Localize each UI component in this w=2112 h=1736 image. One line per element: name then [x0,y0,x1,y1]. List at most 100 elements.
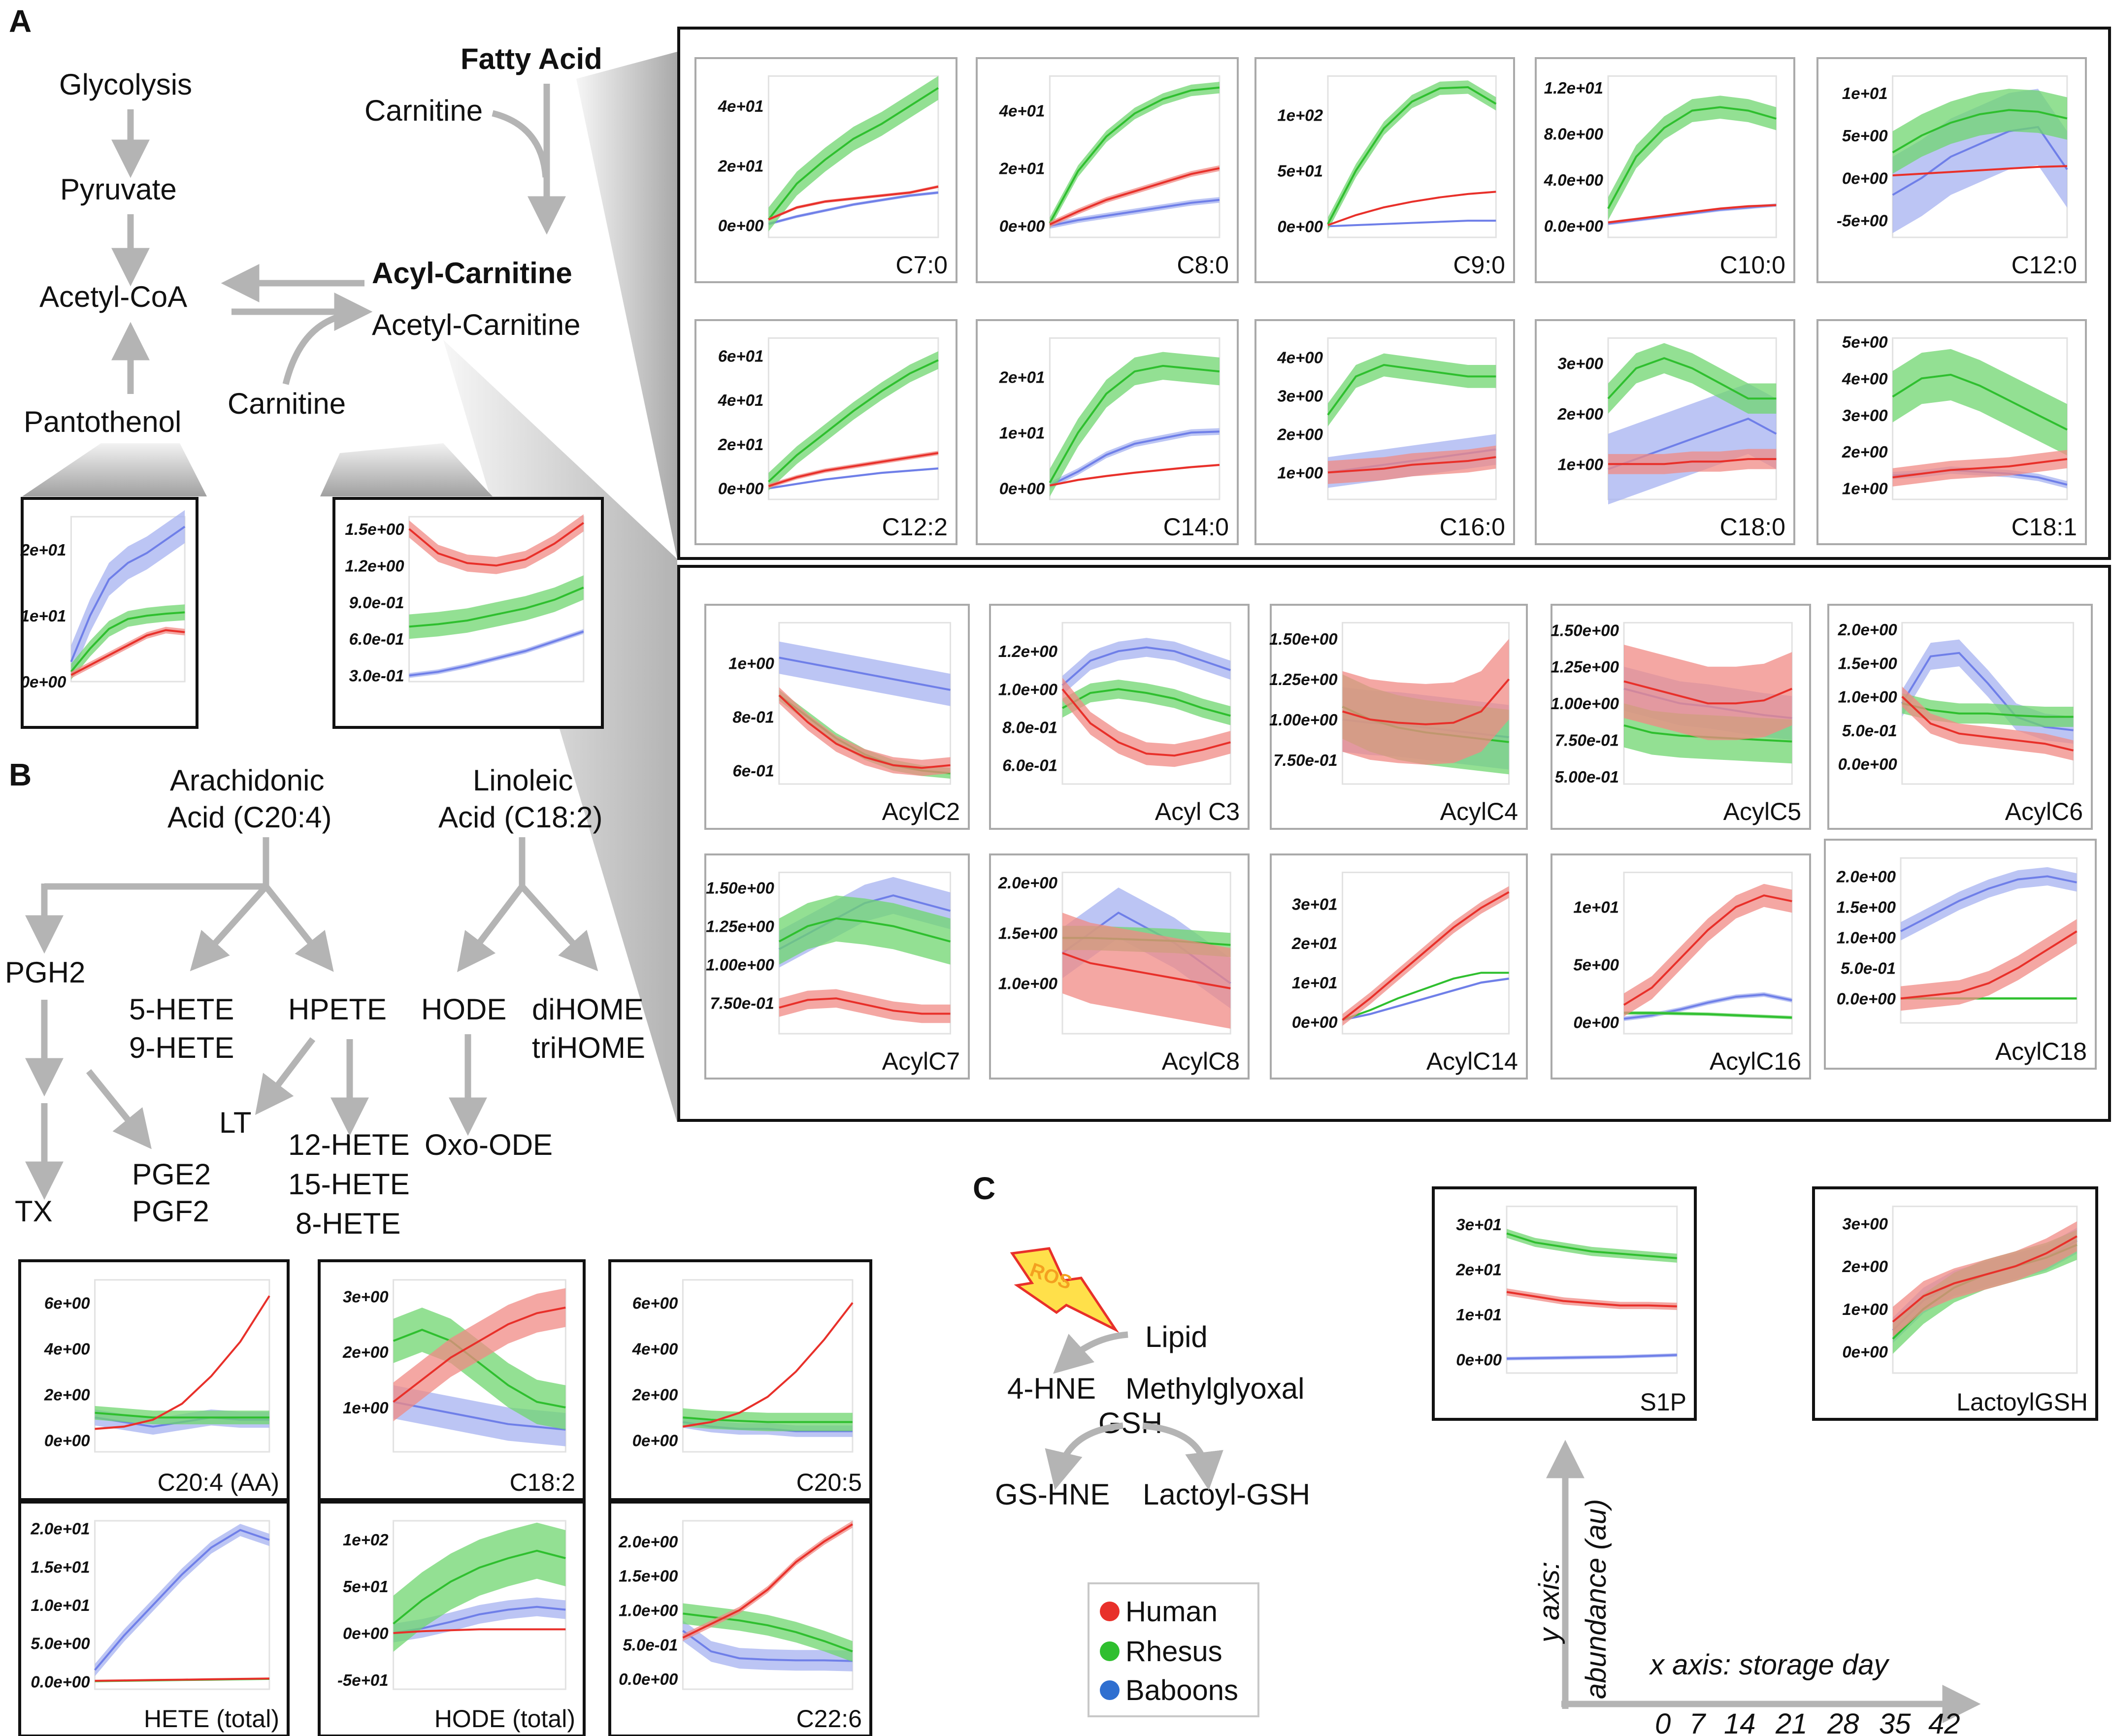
line-acylc16-baboons [1623,993,1792,1020]
tick-label-c18-2-2: 1e+00 [343,1399,389,1417]
tick-label-c18-0-1: 2e+00 [1557,405,1603,423]
node-lactoyl-gsh: Lactoyl-GSH [1143,1478,1310,1511]
line-hete-total-human [95,1677,269,1682]
chart-label-acylc7: AcylC7 [882,1048,960,1075]
chart-label-hete-total: HETE (total) [144,1705,279,1733]
band-acylc7-rhesus [779,895,951,965]
tick-label-acylc14-2: 1e+01 [1292,974,1338,992]
tick-label-hode-total-1: 5e+01 [343,1577,389,1596]
node-linoleic-1: Linoleic [473,764,573,797]
line-acylc6-rhesus [1902,702,2074,718]
line-c20-4-aa-human [95,1295,270,1430]
charts-layer: 2e+01 1e+01 0e+00 1.5e+00 1.2e+00 9.0e-01 6.0e… [18,57,2098,1736]
line-acylc5-human [1623,680,1793,705]
line-c22-6-rhesus [683,1612,853,1653]
chart-c9-0: 1e+02 5e+01 0e+00 C9:0 [1254,57,1515,283]
chart-c14-0: 2e+01 1e+01 0e+00 C14:0 [976,319,1239,545]
chart-lactoylgsh: 3e+00 2e+00 1e+00 0e+00 LactoylGSH [1812,1186,2098,1421]
chart-c12-0: 1e+01 5e+00 0e+00 -5e+00 C12:0 [1816,57,2087,283]
tick-label-c22-6-3: 5.0e-01 [623,1636,678,1654]
tick-label-acylc18-1: 1.5e+00 [1837,898,1896,916]
chart-label-acylc5: AcylC5 [1723,798,1801,825]
tick-label-lactoylgsh-0: 3e+00 [1842,1214,1888,1233]
chart-acylc16: 1e+01 5e+00 0e+00 AcylC16 [1551,853,1811,1080]
chart-acylc2: 1e+00 8e-01 6e-01 AcylC2 [704,604,970,830]
tick-label-acylc7-2: 1.00e+00 [706,956,774,974]
band-acylc18-baboons [1901,867,2077,941]
band-acylc5-human [1624,645,1792,740]
chart-label-hode-total: HODE (total) [434,1705,575,1733]
line-acylc18-baboons [1900,875,2077,932]
chart-label-c9-0: C9:0 [1453,251,1505,279]
node-pgf2: PGF2 [132,1195,209,1228]
node-carnitine-top: Carnitine [364,94,483,127]
line-pantothenol-rhesus [70,611,185,673]
tick-label-acylc6-4: 0.0e+00 [1838,755,1898,773]
tick-label-c20-4-aa-1: 4e+00 [44,1340,90,1358]
line-hode-total-human [393,1628,566,1634]
tick-label-c10-0-3: 0.0e+00 [1544,217,1604,235]
line-c14-0-human [1050,464,1220,487]
chart-hete-total: 2.0e+01 1.5e+01 1.0e+01 5.0e+00 0.0e+00 HETE … [18,1501,290,1736]
node-gsh: GSH [1098,1407,1162,1440]
tick-label-c12-2-0: 6e+01 [718,347,764,365]
node-pgh2: PGH2 [5,956,85,989]
chart-label-acylc14: AcylC14 [1426,1048,1518,1075]
arrow-lipid-4hne [1053,1331,1128,1374]
line-acylc16-rhesus [1624,1012,1792,1019]
chart-c8-0: 4e+01 2e+01 0e+00 C8:0 [976,57,1239,283]
tick-label-c12-0-3: -5e+00 [1837,212,1888,230]
tick-label-acylc4-3: 7.50e-01 [1273,751,1337,769]
tick-label-lactoylgsh-2: 1e+00 [1842,1300,1888,1318]
node-9-hete: 9-HETE [129,1031,234,1064]
tick-label-acyl-c3-2: 8.0e-01 [1002,718,1057,736]
tick-label-c8-0-2: 0e+00 [999,217,1045,235]
legend-item-rhesus: Rhesus [1100,1636,1222,1668]
chart-c7-0: 4e+01 2e+01 0e+00 C7:0 [694,57,957,283]
band-acyl-c3-baboons [1062,638,1231,695]
arrow-4hne-gshne [1045,1422,1123,1490]
chart-label-acyl-c3: Acyl C3 [1155,798,1240,825]
chart-label-acylc6: AcylC6 [2005,798,2083,825]
node-glycolysis: Glycolysis [59,68,192,101]
frame-fatty-acid-panel [677,27,2111,560]
line-acetyl-carnitine-rhesus [409,587,584,628]
axis-key: y axis: abundance (au) x axis: storage d… [1533,1440,1981,1736]
chart-c16-0: 4e+00 3e+00 2e+00 1e+00 C16:0 [1254,319,1515,545]
tick-label-c20-5-2: 2e+00 [632,1386,678,1404]
line-acetyl-carnitine-baboons [409,630,584,677]
tick-label-c12-2-1: 4e+01 [718,391,764,409]
tick-label-hete-total-3: 5.0e+00 [31,1635,90,1653]
tick-label-acylc5-1: 1.25e+00 [1551,658,1619,676]
tick-label-c10-0-0: 1.2e+01 [1544,79,1603,97]
tick-label-s1p-1: 2e+01 [1455,1261,1502,1279]
line-acylc2-human [778,694,951,769]
tick-label-c20-5-1: 4e+00 [632,1340,678,1358]
chart-label-c12-0: C12:0 [2012,251,2077,279]
line-c20-5-human [683,1302,854,1428]
node-gs-hne: GS-HNE [995,1478,1110,1511]
arrow-carnitine-merge [492,110,549,178]
line-c22-6-human [682,1523,853,1639]
node-hpete: HPETE [288,993,387,1026]
chart-label-c18-0: C18:0 [1720,513,1785,541]
arrow-aa-hpete [263,884,334,972]
legend: Human Rhesus Baboons [1088,1582,1259,1717]
tick-label-c7-0-1: 2e+01 [718,157,764,175]
pathway-b: Arachidonic Acid (C20:4) Linoleic Acid (… [5,764,645,1240]
legend-rhesus-dot [1100,1641,1120,1661]
node-acetyl-coa: Acetyl-CoA [39,280,187,313]
line-c12-0-rhesus [1892,109,2068,154]
node-4-hne: 4-HNE [1007,1372,1096,1405]
line-c12-2-human [768,452,939,488]
line-c8-0-human [1049,167,1220,226]
tick-label-c18-2-1: 2e+00 [342,1343,389,1361]
tick-label-acylc5-2: 1.00e+00 [1551,694,1619,713]
line-acylc7-rhesus [778,917,951,943]
axis-key-day-28: 28 [1827,1708,1859,1736]
line-c18-0-rhesus [1607,357,1777,400]
tick-label-hode-total-3: -5e+01 [337,1671,389,1689]
line-s1p-rhesus [1506,1232,1677,1259]
chart-label-acylc4: AcylC4 [1440,798,1518,825]
